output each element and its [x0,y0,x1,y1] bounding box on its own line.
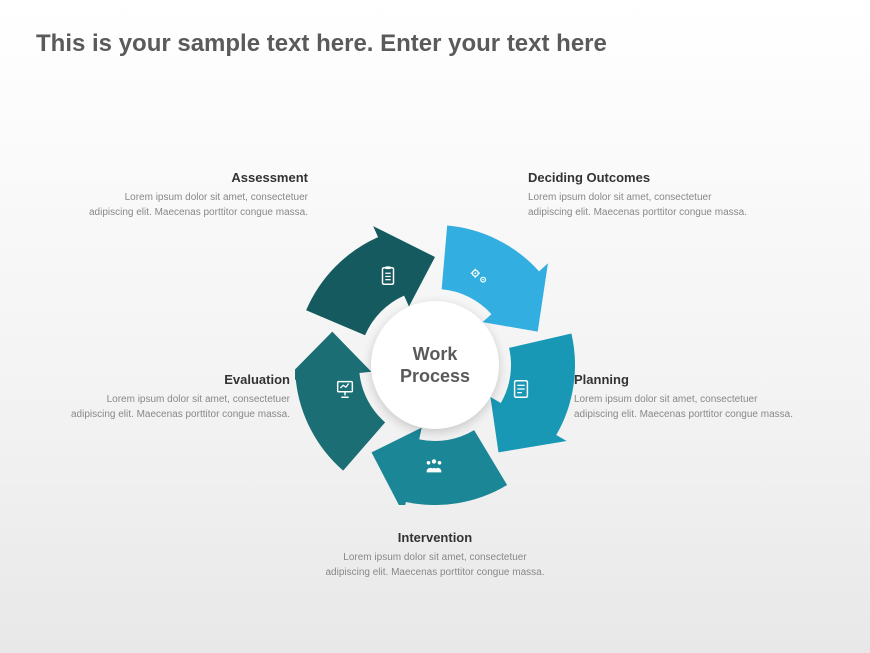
label-deciding-outcomes: Deciding Outcomes Lorem ipsum dolor sit … [528,170,758,220]
page-title: This is your sample text here. Enter you… [36,28,830,60]
center-line2: Process [400,366,470,386]
gears-icon [468,265,490,287]
arrow-segment-deciding-outcomes [490,334,575,453]
label-assessment-body: Lorem ipsum dolor sit amet, consectetuer… [78,191,308,220]
label-evaluation-body: Lorem ipsum dolor sit amet, consectetuer… [60,393,290,422]
label-evaluation-title: Evaluation [60,372,290,387]
clipboard-icon [377,265,399,287]
label-intervention-body: Lorem ipsum dolor sit amet, consectetuer… [320,551,550,580]
label-deciding-outcomes-body: Lorem ipsum dolor sit amet, consectetuer… [528,191,758,220]
label-assessment: Assessment Lorem ipsum dolor sit amet, c… [78,170,308,220]
label-assessment-title: Assessment [78,170,308,185]
document-list-icon [510,378,532,400]
label-intervention-title: Intervention [320,530,550,545]
label-planning-title: Planning [574,372,804,387]
center-text: Work Process [400,343,470,388]
label-intervention: Intervention Lorem ipsum dolor sit amet,… [320,530,550,580]
people-icon [423,455,445,477]
label-planning: Planning Lorem ipsum dolor sit amet, con… [574,372,804,422]
label-deciding-outcomes-title: Deciding Outcomes [528,170,758,185]
label-evaluation: Evaluation Lorem ipsum dolor sit amet, c… [60,372,290,422]
label-planning-body: Lorem ipsum dolor sit amet, consectetuer… [574,393,804,422]
center-line1: Work [413,344,458,364]
center-circle: Work Process [371,301,499,429]
presentation-icon [334,378,356,400]
